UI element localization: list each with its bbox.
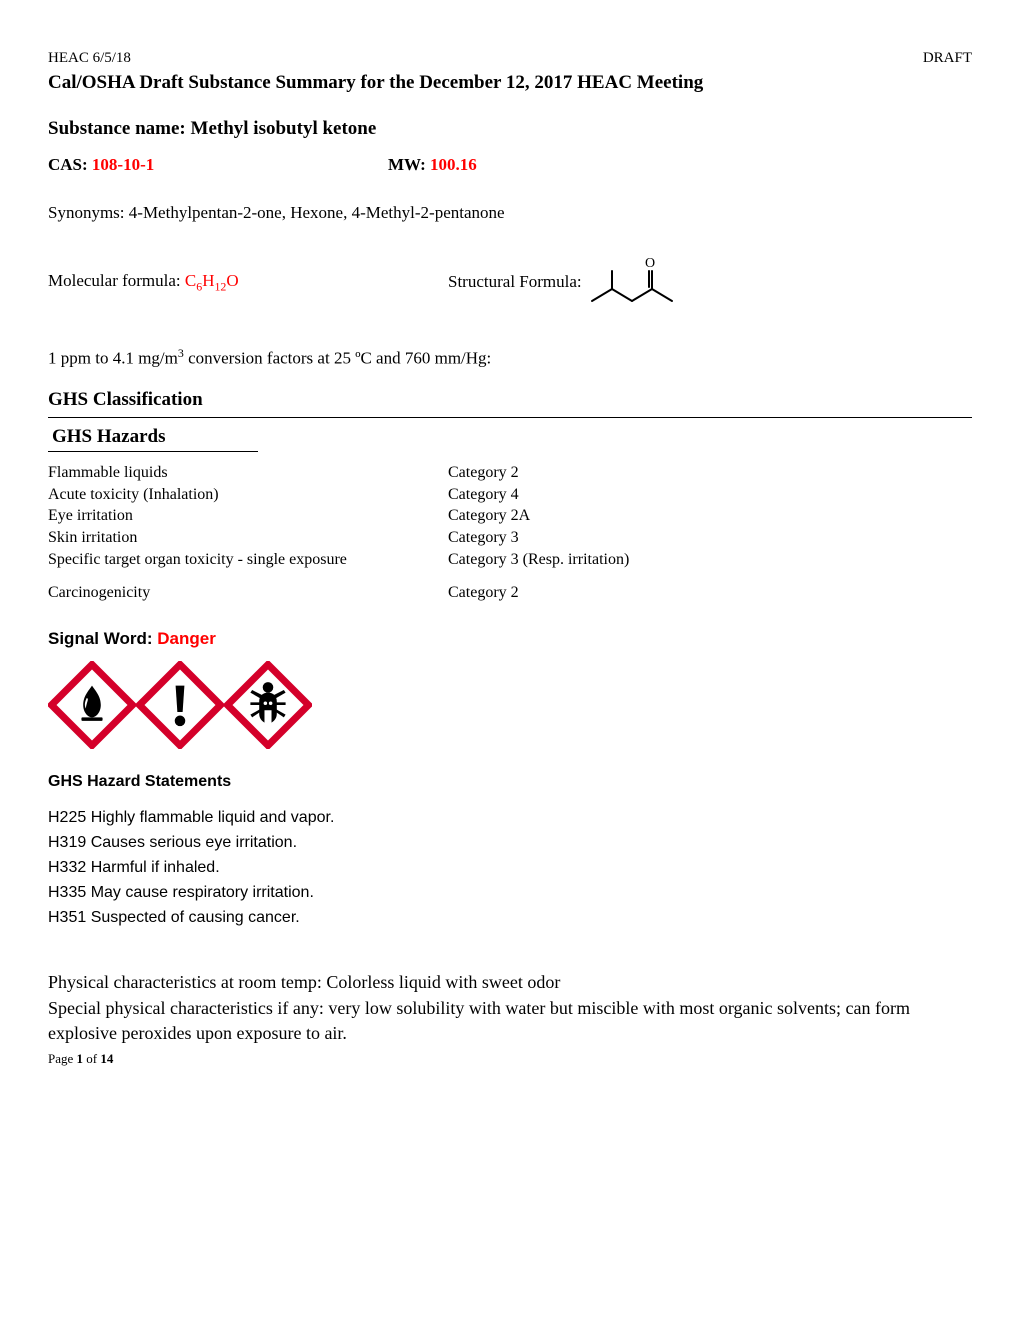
physical-line: Special physical characteristics if any:…: [48, 996, 972, 1046]
table-row: Carcinogenicity Category 2: [48, 582, 972, 604]
substance-row: Substance name: Methyl isobutyl ketone: [48, 116, 972, 142]
hazard-cat: Category 2A: [448, 505, 530, 527]
list-item: H319 Causes serious eye irritation.: [48, 831, 972, 856]
hazard-cat: Category 3: [448, 527, 519, 549]
structformula-label: Structural Formula:: [448, 271, 582, 294]
mw-label: MW:: [388, 155, 430, 174]
health-hazard-icon: [224, 661, 312, 749]
physical-line: Physical characteristics at room temp: C…: [48, 970, 972, 995]
hazard-name: Eye irritation: [48, 505, 448, 527]
pictogram-row: [48, 661, 972, 749]
synonyms-row: Synonyms: 4-Methylpentan-2-one, Hexone, …: [48, 202, 972, 225]
hazard-name: Specific target organ toxicity - single …: [48, 549, 448, 571]
hazard-name: Flammable liquids: [48, 462, 448, 484]
table-row: Acute toxicity (Inhalation) Category 4: [48, 484, 972, 506]
hazard-name: Skin irritation: [48, 527, 448, 549]
conversion-row: 1 ppm to 4.1 mg/m3 conversion factors at…: [48, 345, 972, 371]
signal-value: Danger: [157, 629, 216, 648]
divider: [48, 417, 972, 418]
cas-value: 108-10-1: [92, 155, 154, 174]
hazard-cat: Category 2: [448, 462, 519, 484]
list-item: H335 May cause respiratory irritation.: [48, 881, 972, 906]
signal-word-row: Signal Word: Danger: [48, 628, 972, 651]
synonyms-value: 4-Methylpentan-2-one, Hexone, 4-Methyl-2…: [129, 203, 505, 222]
substance-name: Methyl isobutyl ketone: [191, 118, 377, 139]
synonyms-label: Synonyms:: [48, 203, 129, 222]
hazard-name: Carcinogenicity: [48, 582, 448, 604]
svg-text:O: O: [645, 256, 655, 271]
table-row: Eye irritation Category 2A: [48, 505, 972, 527]
substance-label: Substance name:: [48, 118, 191, 139]
list-item: H332 Harmful if inhaled.: [48, 856, 972, 881]
signal-label: Signal Word:: [48, 629, 157, 648]
hazard-cat: Category 4: [448, 484, 519, 506]
ghs-classification-header: GHS Classification: [48, 387, 972, 413]
header-left: HEAC 6/5/18: [48, 48, 131, 68]
table-row: Specific target organ toxicity - single …: [48, 549, 972, 571]
flame-icon: [48, 661, 136, 749]
exclamation-icon: [136, 661, 224, 749]
list-item: H351 Suspected of causing cancer.: [48, 906, 972, 931]
physical-characteristics: Physical characteristics at room temp: C…: [48, 970, 972, 1046]
page-footer: Page 1 of 14: [48, 1050, 972, 1068]
table-row: Skin irritation Category 3: [48, 527, 972, 549]
list-item: H225 Highly flammable liquid and vapor.: [48, 806, 972, 831]
ghs-statements: H225 Highly flammable liquid and vapor. …: [48, 806, 972, 930]
molformula-label: Molecular formula:: [48, 271, 185, 290]
table-row: Flammable liquids Category 2: [48, 462, 972, 484]
ghs-hazards-header: GHS Hazards: [52, 424, 972, 450]
divider-short: [48, 451, 258, 452]
hazard-name: Acute toxicity (Inhalation): [48, 484, 448, 506]
hazard-cat: Category 2: [448, 582, 519, 604]
header-right: DRAFT: [923, 48, 972, 68]
ghs-statements-header: GHS Hazard Statements: [48, 771, 972, 793]
structural-formula-icon: O: [586, 253, 706, 311]
hazard-table: Flammable liquids Category 2 Acute toxic…: [48, 462, 972, 604]
page-title: Cal/OSHA Draft Substance Summary for the…: [48, 70, 972, 96]
mw-value: 100.16: [430, 155, 477, 174]
hazard-cat: Category 3 (Resp. irritation): [448, 549, 629, 571]
cas-label: CAS:: [48, 155, 92, 174]
molformula-value: C6H12O: [185, 271, 239, 290]
